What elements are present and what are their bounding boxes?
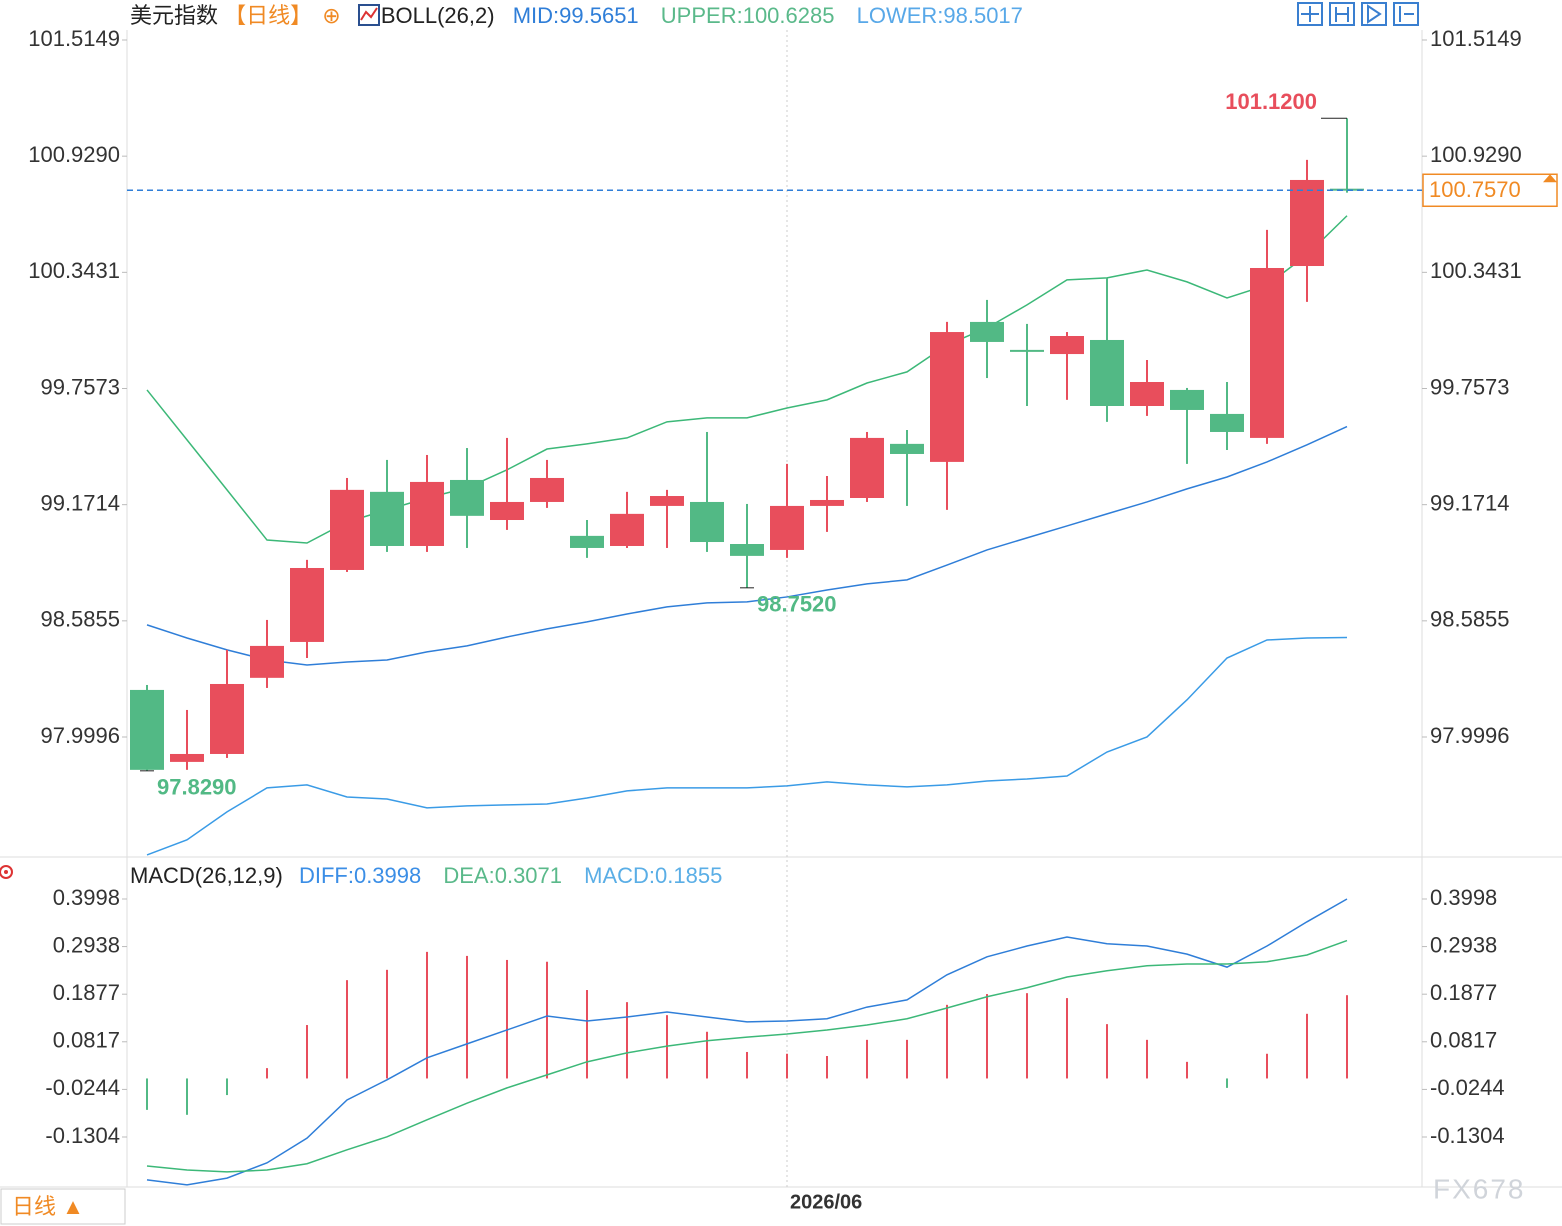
indicator-icon[interactable] xyxy=(358,4,380,26)
y-tick-label: 99.7573 xyxy=(40,374,120,399)
y-tick-label: 0.3998 xyxy=(53,885,120,910)
y-tick-label-right: 100.3431 xyxy=(1430,258,1522,283)
y-tick-label-right: 0.3998 xyxy=(1430,885,1497,910)
legend-mid: MID:99.5651 xyxy=(513,3,639,28)
candle-body xyxy=(130,689,164,770)
y-tick-label: -0.0244 xyxy=(45,1075,120,1100)
candle-body xyxy=(290,567,324,642)
y-tick-label: 100.3431 xyxy=(28,258,120,283)
last-price-arrow xyxy=(1543,174,1557,183)
candle-body xyxy=(770,505,804,550)
candle-body xyxy=(970,321,1004,342)
low-annotation: 98.7520 xyxy=(757,592,837,617)
title: 美元指数 xyxy=(130,3,218,28)
y-tick-label-right: 101.5149 xyxy=(1430,26,1522,51)
candle-body xyxy=(530,477,564,502)
y-tick-label-right: 0.1877 xyxy=(1430,980,1497,1005)
candle-body xyxy=(210,683,244,754)
candle-body xyxy=(650,496,684,506)
candle-body xyxy=(370,491,404,546)
y-tick-label: 99.1714 xyxy=(40,490,120,515)
candle-body xyxy=(170,753,204,762)
candle-body xyxy=(930,332,964,462)
indicator: BOLL(26,2) xyxy=(381,3,495,28)
y-tick-label: 0.1877 xyxy=(53,980,120,1005)
boll-line xyxy=(146,425,1348,666)
period-button[interactable] xyxy=(0,1188,126,1225)
candle-body xyxy=(330,489,364,570)
crosshair-icon[interactable] xyxy=(0,865,13,879)
candle-body xyxy=(730,543,764,556)
macd-line xyxy=(146,939,1348,1173)
candle-body xyxy=(250,645,284,678)
watermark: FX678 xyxy=(1433,1173,1526,1204)
y-tick-label: 0.0817 xyxy=(53,1028,120,1053)
legend-lower: LOWER:98.5017 xyxy=(857,3,1023,28)
y-tick-label: 97.9996 xyxy=(40,723,120,748)
period-button-label[interactable]: 日线 ▲ xyxy=(12,1194,84,1219)
high-annotation: 101.1200 xyxy=(1225,89,1317,114)
y-tick-label-right: 100.9290 xyxy=(1430,142,1522,167)
boll-line xyxy=(146,636,1348,856)
y-tick-label-right: 0.2938 xyxy=(1430,932,1497,957)
candle-body xyxy=(890,443,924,454)
macd-legend: MACD(26,12,9) DIFF:0.3998 DEA:0.3071 MAC… xyxy=(130,863,722,888)
y-tick-label-right: 99.7573 xyxy=(1430,374,1510,399)
candle-body xyxy=(450,479,484,516)
macd-title: MACD(26,12,9) xyxy=(130,863,283,888)
period: 【日线】 xyxy=(224,3,312,28)
y-tick-label-right: -0.1304 xyxy=(1430,1123,1505,1148)
legend-macd: MACD:0.1855 xyxy=(584,863,722,888)
candle-body xyxy=(1210,413,1244,432)
candle-body xyxy=(1130,382,1164,406)
y-tick-label-right: 0.0817 xyxy=(1430,1028,1497,1053)
y-tick-label: 98.5855 xyxy=(40,607,120,632)
legend-dea: DEA:0.3071 xyxy=(443,863,562,888)
candle-body xyxy=(570,535,604,548)
y-tick-label: 100.9290 xyxy=(28,142,120,167)
legend-diff: DIFF:0.3998 xyxy=(299,863,421,888)
y-tick-label-right: 98.5855 xyxy=(1430,607,1510,632)
candle-body xyxy=(690,501,724,543)
candle-body xyxy=(490,501,524,521)
x-tick-label: 2026/06 xyxy=(790,1191,862,1213)
candle-body xyxy=(850,437,884,498)
candle-body xyxy=(1250,267,1284,438)
candle-body xyxy=(1050,336,1084,355)
last-price-box xyxy=(1422,173,1558,208)
last-price-label: 100.7570 xyxy=(1429,177,1521,202)
main-legend: 美元指数 【日线】 ⊕ BOLL(26,2) MID:99.5651 UPPER… xyxy=(130,3,1023,28)
y-tick-label: 101.5149 xyxy=(28,26,120,51)
candle-body xyxy=(1290,179,1324,267)
candle-body xyxy=(1090,339,1124,406)
add-icon[interactable]: ⊕ xyxy=(322,3,340,28)
low-annotation: 97.8290 xyxy=(157,775,237,800)
legend-upper: UPPER:100.6285 xyxy=(661,3,835,28)
toolbar[interactable] xyxy=(1297,2,1419,26)
candle-body xyxy=(610,513,644,546)
y-tick-label-right: -0.0244 xyxy=(1430,1075,1505,1100)
y-tick-label: -0.1304 xyxy=(45,1123,120,1148)
y-tick-label-right: 99.1714 xyxy=(1430,490,1510,515)
y-tick-label-right: 97.9996 xyxy=(1430,723,1510,748)
candle-body xyxy=(1010,349,1044,352)
y-tick-label: 0.2938 xyxy=(53,932,120,957)
candle-body xyxy=(1170,389,1204,410)
macd-line xyxy=(146,898,1348,1186)
candle-body xyxy=(410,481,444,546)
candle-body xyxy=(810,499,844,506)
